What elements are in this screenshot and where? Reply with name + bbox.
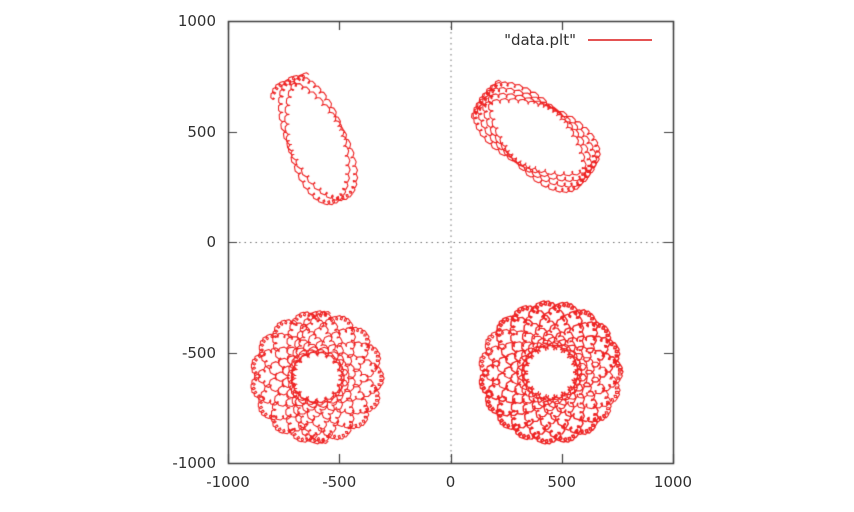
x-tick-label: 500	[547, 473, 577, 491]
legend-label: "data.plt"	[504, 31, 576, 49]
x-tick-label: 0	[445, 473, 456, 491]
y-tick-label: 0	[206, 233, 216, 251]
y-tick-label: -1000	[172, 454, 216, 472]
y-tick-label: 1000	[177, 12, 216, 30]
y-tick-label: -500	[181, 343, 216, 362]
legend: "data.plt"	[400, 31, 658, 49]
x-tick-label: 1000	[653, 473, 693, 491]
y-tick-label: 500	[187, 122, 216, 141]
x-tick-label: -1000	[206, 473, 250, 491]
x-tick-label: -500	[322, 473, 357, 491]
legend-line-sample-icon	[588, 39, 652, 41]
